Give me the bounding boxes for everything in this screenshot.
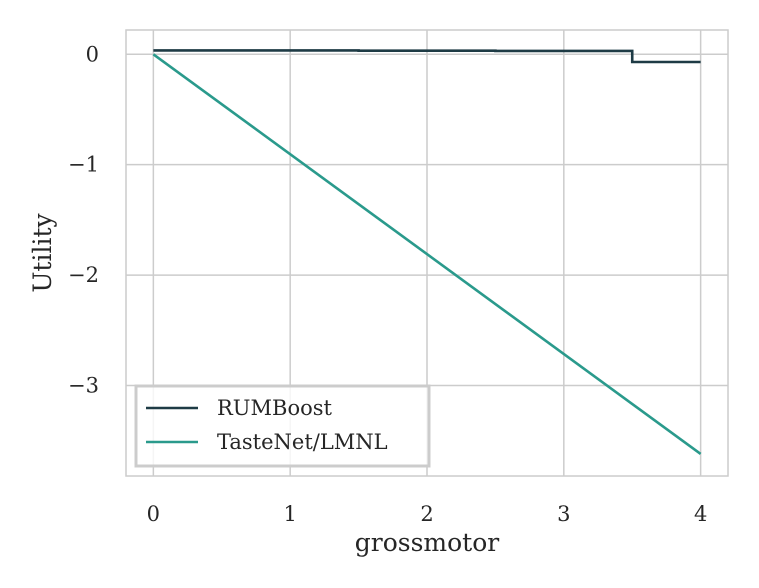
x-axis-title: grossmotor [355,528,500,557]
x-tick-label: 2 [420,502,433,526]
y-tick-label: −1 [68,153,99,177]
series-lines [152,49,702,455]
series-line-1 [153,49,701,64]
x-tick-label: 0 [147,502,160,526]
y-axis: 0 −1 −2 −3 [68,42,99,397]
x-tick-label: 3 [557,502,570,526]
plot-frame [125,29,729,477]
legend: RUMBoost TasteNet/LMNL [134,384,431,468]
y-axis-title: Utility [28,212,57,292]
y-tick-label: 0 [86,42,99,66]
series-line-2 [152,53,702,455]
x-tick-label: 4 [694,502,707,526]
y-tick-label: −2 [68,263,99,287]
legend-frame [134,384,431,468]
y-tick-label: −3 [68,373,99,397]
legend-label: RUMBoost [217,396,333,420]
x-axis: 0 1 2 3 4 [147,502,708,526]
legend-label: TasteNet/LMNL [217,430,388,454]
x-tick-label: 1 [283,502,296,526]
